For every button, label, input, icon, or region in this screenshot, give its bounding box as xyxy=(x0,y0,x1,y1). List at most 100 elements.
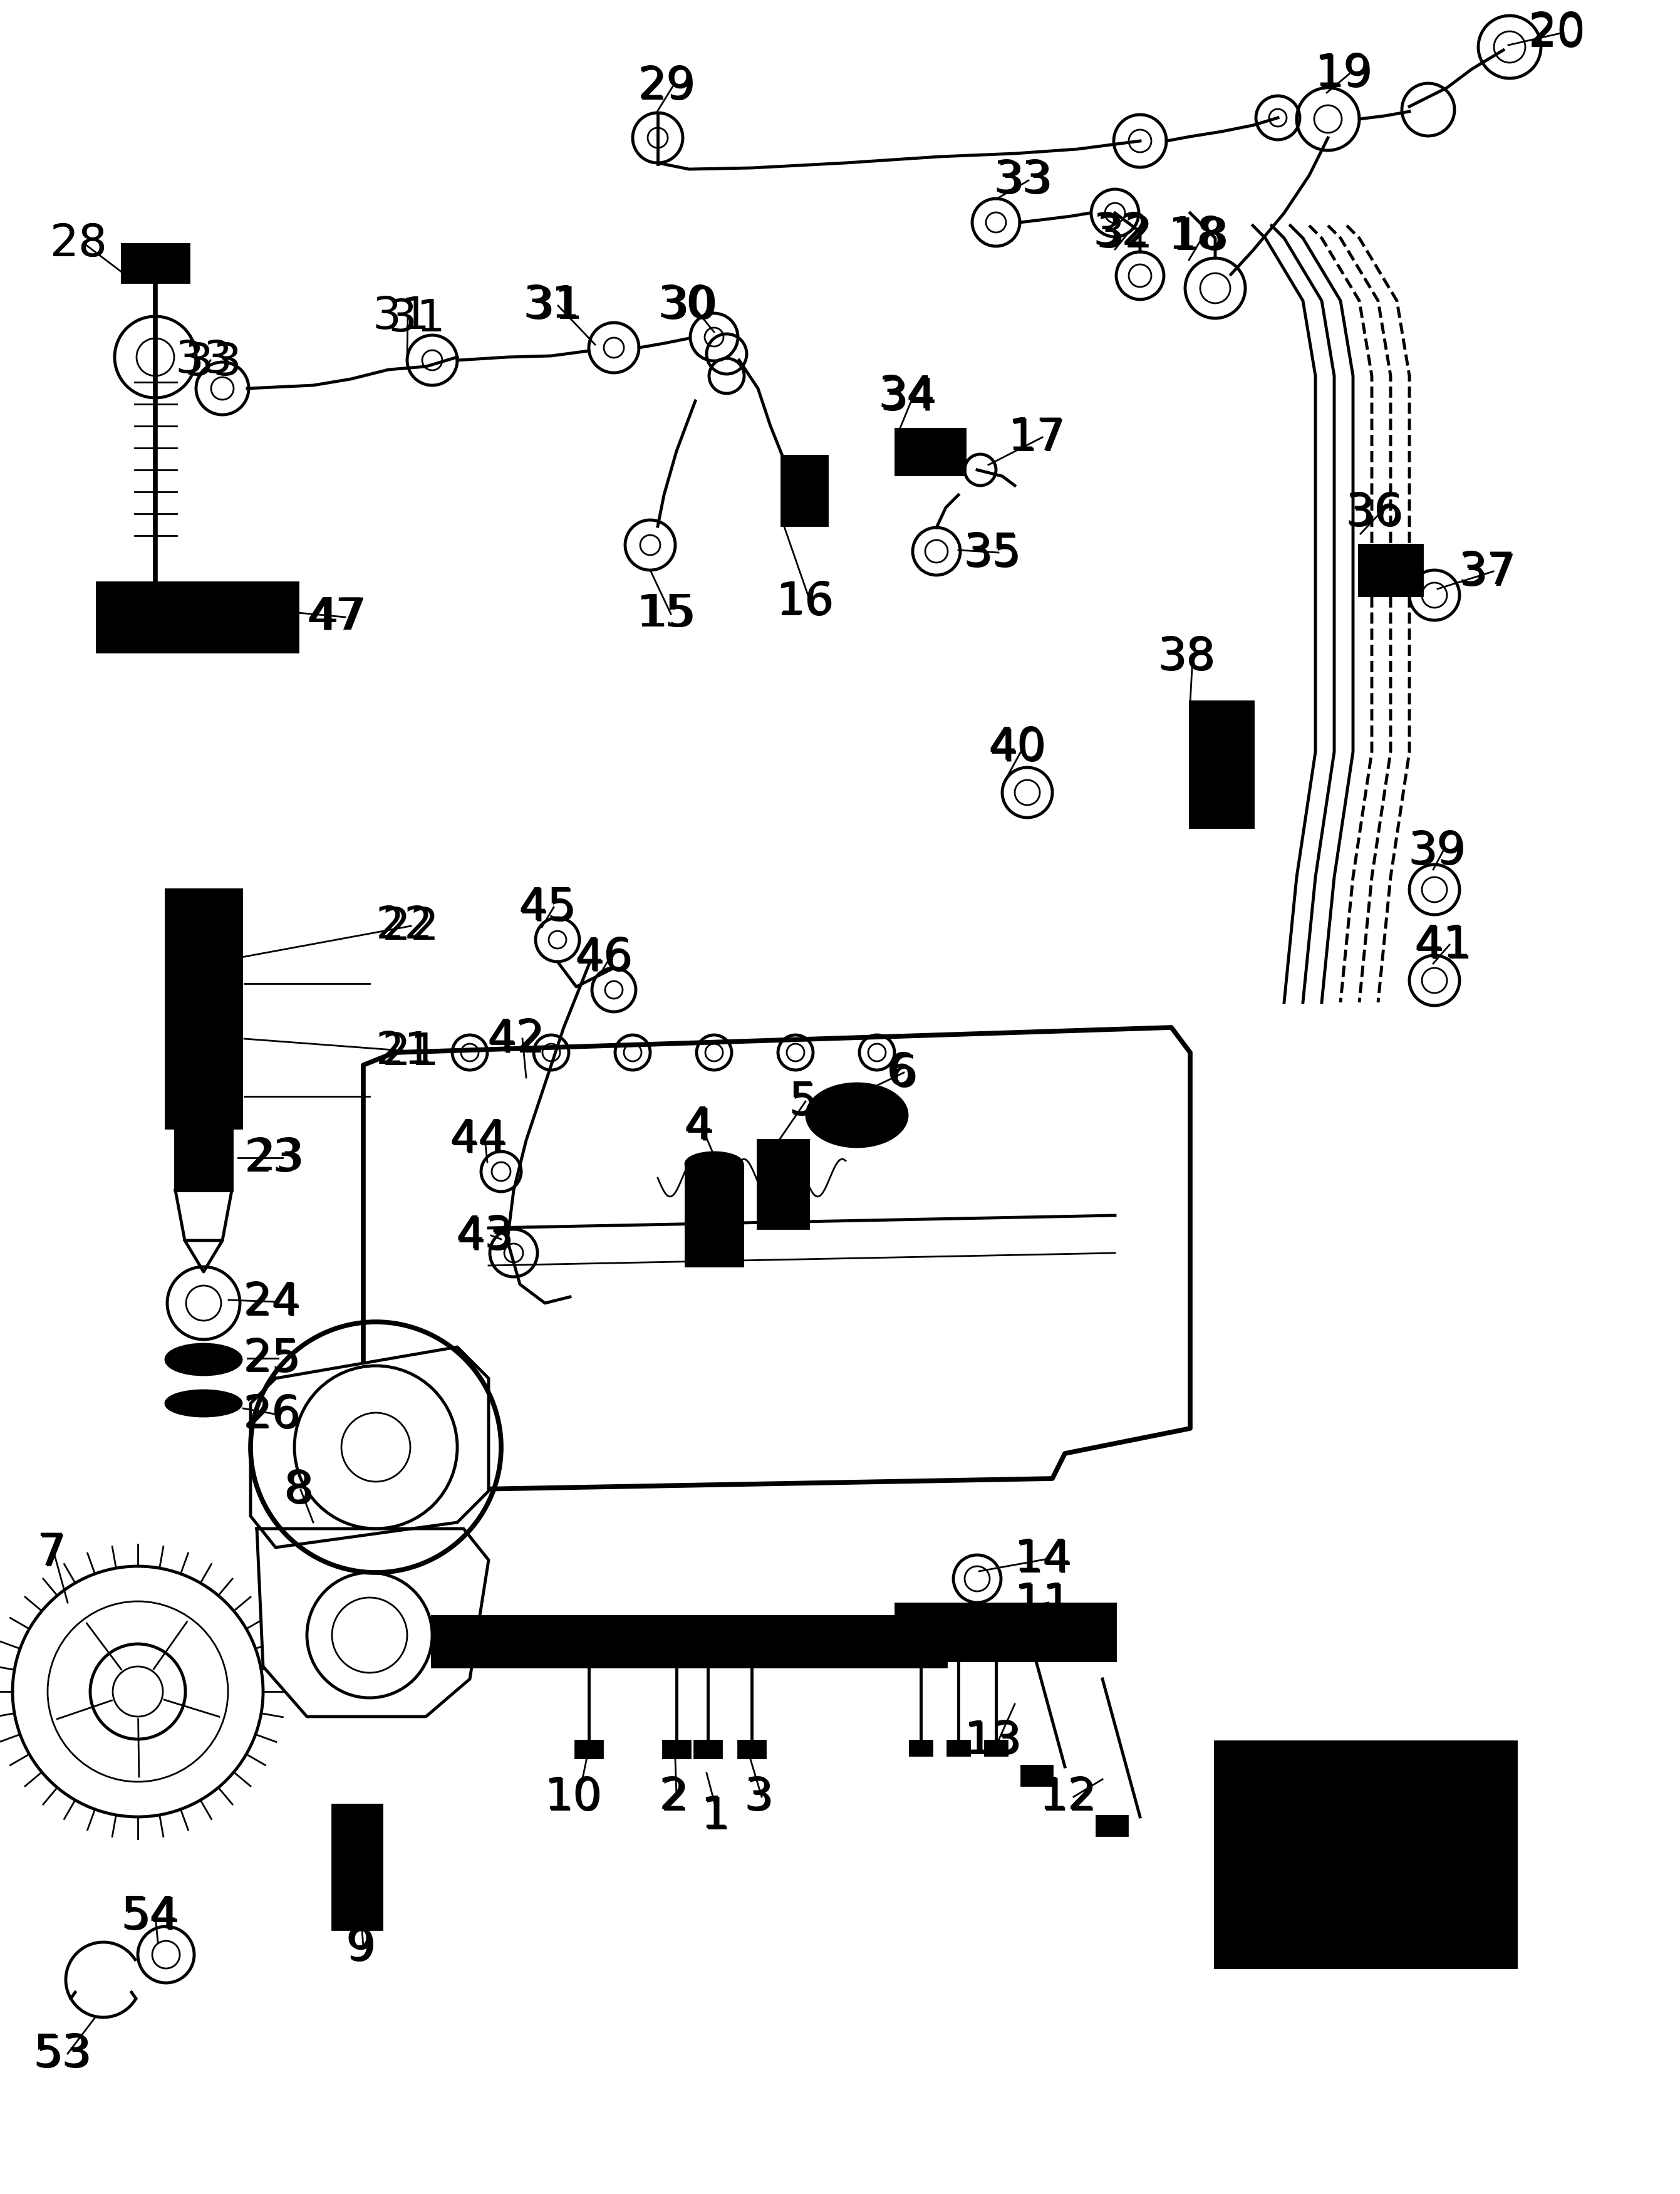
Text: 1: 1 xyxy=(701,1795,729,1836)
Text: 16: 16 xyxy=(776,581,833,625)
Text: 7: 7 xyxy=(37,1531,66,1575)
Text: 23: 23 xyxy=(244,1136,302,1180)
Text: 55: 55 xyxy=(1373,1915,1430,1957)
Text: 14: 14 xyxy=(1013,1538,1070,1580)
Bar xyxy=(1215,1742,1515,1968)
Text: 33: 33 xyxy=(175,338,234,382)
Bar xyxy=(123,244,188,281)
Text: 19: 19 xyxy=(1315,53,1373,97)
Bar xyxy=(685,1165,743,1266)
Text: 23: 23 xyxy=(247,1136,306,1180)
Text: 38: 38 xyxy=(1159,636,1216,680)
Text: 47: 47 xyxy=(307,595,365,638)
Text: 30: 30 xyxy=(660,285,719,329)
Text: 33: 33 xyxy=(993,158,1052,202)
Text: 3: 3 xyxy=(746,1777,774,1819)
Text: 22: 22 xyxy=(381,906,440,948)
Bar xyxy=(781,456,827,524)
Polygon shape xyxy=(257,1529,489,1716)
Text: 39: 39 xyxy=(1410,829,1467,873)
Text: 55: 55 xyxy=(1371,1913,1428,1957)
Bar xyxy=(1194,709,1208,821)
Text: 12: 12 xyxy=(1040,1777,1097,1819)
Text: 12: 12 xyxy=(1038,1775,1095,1819)
Text: 15: 15 xyxy=(635,592,694,636)
Bar xyxy=(1021,1766,1052,1786)
Text: 41: 41 xyxy=(1415,924,1472,965)
Text: 19: 19 xyxy=(1314,53,1373,97)
Bar xyxy=(97,584,297,652)
Text: 1: 1 xyxy=(702,1795,731,1839)
Text: 16: 16 xyxy=(776,579,835,623)
Text: 3: 3 xyxy=(744,1775,773,1819)
Text: 43: 43 xyxy=(457,1215,514,1259)
Text: 14: 14 xyxy=(1015,1538,1072,1582)
Text: 35: 35 xyxy=(963,531,1021,575)
Text: 36: 36 xyxy=(1347,491,1404,535)
Text: 6: 6 xyxy=(887,1051,916,1095)
Bar xyxy=(1362,548,1376,592)
Text: 13: 13 xyxy=(963,1718,1021,1762)
Bar xyxy=(895,430,964,474)
Text: 36: 36 xyxy=(1346,491,1403,533)
Text: 46: 46 xyxy=(575,935,632,979)
Text: 24: 24 xyxy=(244,1281,301,1323)
Text: 22: 22 xyxy=(376,904,433,948)
Bar xyxy=(895,1604,1116,1661)
Text: 34: 34 xyxy=(879,375,936,417)
Text: 30: 30 xyxy=(657,283,716,327)
Text: 8: 8 xyxy=(286,1470,314,1512)
Text: 13: 13 xyxy=(964,1720,1021,1764)
Ellipse shape xyxy=(685,1152,743,1176)
Bar xyxy=(738,1740,766,1757)
Text: 45: 45 xyxy=(519,886,576,928)
Ellipse shape xyxy=(181,1352,225,1369)
Bar xyxy=(432,1617,946,1667)
Text: 39: 39 xyxy=(1408,829,1465,873)
Text: 9: 9 xyxy=(346,1926,375,1968)
Text: 25: 25 xyxy=(244,1338,302,1380)
Text: 54: 54 xyxy=(121,1893,178,1937)
Text: 17: 17 xyxy=(1008,415,1065,459)
Text: 26: 26 xyxy=(244,1393,302,1437)
Ellipse shape xyxy=(806,1084,907,1147)
Text: 37: 37 xyxy=(1460,551,1517,595)
Text: 47: 47 xyxy=(311,595,368,638)
Text: 31: 31 xyxy=(388,298,445,340)
Text: 28: 28 xyxy=(50,224,108,265)
Text: 2: 2 xyxy=(660,1777,690,1819)
Bar xyxy=(1189,702,1253,827)
Text: 33: 33 xyxy=(996,160,1053,204)
Text: 20: 20 xyxy=(1529,11,1586,55)
Text: 17: 17 xyxy=(1008,417,1067,461)
Ellipse shape xyxy=(166,1391,242,1415)
Text: 9: 9 xyxy=(348,1926,376,1970)
Polygon shape xyxy=(363,1027,1189,1492)
Text: 4: 4 xyxy=(685,1106,714,1150)
Polygon shape xyxy=(250,1347,489,1547)
Text: 53: 53 xyxy=(35,2034,92,2076)
Text: 18: 18 xyxy=(1168,215,1225,259)
Text: 40: 40 xyxy=(990,726,1047,770)
Text: 29: 29 xyxy=(638,66,696,108)
Text: 31: 31 xyxy=(526,285,583,329)
Text: 2: 2 xyxy=(659,1775,687,1819)
Text: 43: 43 xyxy=(455,1213,514,1257)
Text: 10: 10 xyxy=(544,1775,601,1819)
Bar xyxy=(166,889,242,1128)
Bar xyxy=(1359,544,1421,595)
Bar xyxy=(109,592,156,641)
Text: 24: 24 xyxy=(244,1281,302,1325)
Text: 6: 6 xyxy=(889,1053,919,1097)
Text: 29: 29 xyxy=(638,66,697,110)
Bar xyxy=(758,1141,808,1229)
Text: 31: 31 xyxy=(373,294,430,338)
Bar xyxy=(948,1740,969,1755)
Text: 28: 28 xyxy=(50,224,108,265)
Text: 11: 11 xyxy=(1013,1582,1070,1624)
Bar xyxy=(909,1740,932,1755)
Polygon shape xyxy=(175,1191,232,1240)
Text: 44: 44 xyxy=(450,1119,509,1163)
Text: 42: 42 xyxy=(487,1018,544,1060)
Text: 40: 40 xyxy=(988,726,1047,768)
